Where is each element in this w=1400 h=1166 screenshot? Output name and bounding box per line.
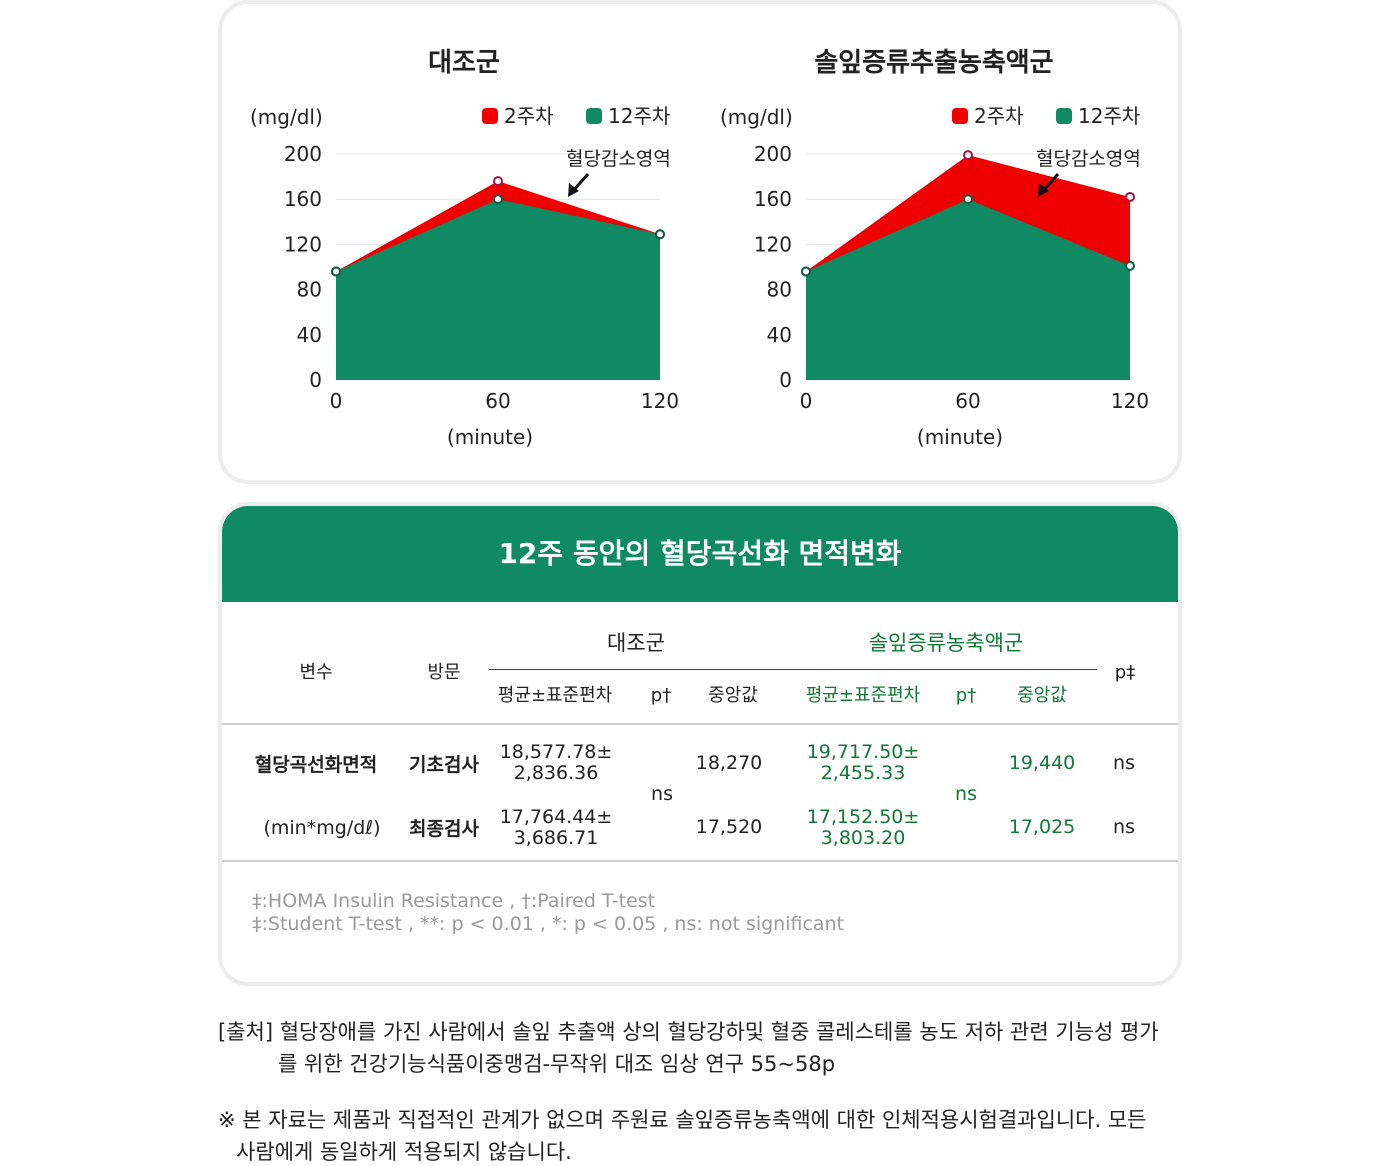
group-divider [489, 669, 1097, 670]
source-line-1: [출처] 혈당장애를 가진 사람에서 솔잎 추출액 상의 혈당강하및 혈중 콜레… [218, 1020, 1159, 1044]
row-visit-final: 최종검사 [409, 818, 479, 840]
annotation-label-0: 혈당감소영역 [566, 148, 671, 170]
y-tick-label-0-40: 40 [297, 323, 322, 347]
point-week12-1-0 [801, 266, 811, 277]
x-unit-label-1: (minute) [917, 425, 1003, 449]
header-treat-mean: 평균±표준편차 [805, 685, 921, 706]
header-control-mean: 평균±표준편차 [497, 685, 613, 706]
point-week12-0-0 [331, 266, 341, 277]
header-variable: 변수 [299, 662, 333, 683]
x-unit-label-0: (minute) [447, 425, 533, 449]
header-visit: 방문 [427, 662, 461, 683]
row-final-treat-median: 17,025 [1008, 816, 1076, 838]
row-baseline-treat-sd: 2,455.33 [820, 762, 906, 784]
point-week12-0-1 [493, 194, 503, 205]
row-baseline-p: ns [1113, 752, 1135, 774]
header-treat-p: p† [955, 685, 977, 706]
y-tick-label-0-0: 0 [309, 368, 322, 392]
header-control-p: p† [650, 685, 672, 706]
point-week2-0-1 [493, 176, 503, 187]
y-tick-label-1-40: 40 [767, 323, 792, 347]
legend-label-1-0: 2주차 [974, 104, 1024, 128]
chart-title-0: 대조군 [428, 48, 500, 78]
variable-unit: (min*mg/dℓ) [263, 817, 381, 839]
disclaimer-line-1: ※ 본 자료는 제품과 직접적인 관계가 없으며 주원료 솔잎증류농축액에 대한… [218, 1108, 1147, 1132]
point-week2-1-2 [1125, 191, 1135, 202]
y-unit-label-0: (mg/dl) [250, 105, 323, 129]
control-p-value: ns [651, 783, 673, 805]
variable-name: 혈당곡선화면적 [254, 754, 378, 776]
row-final-treat-mean: 17,152.50± [806, 806, 920, 828]
row-visit-baseline: 기초검사 [409, 754, 479, 776]
header-treatment-group: 솔잎증류농축액군 [868, 631, 1024, 655]
header-control-median: 중앙값 [708, 685, 758, 706]
y-tick-label-0-80: 80 [297, 278, 322, 302]
y-tick-label-1-160: 160 [754, 187, 792, 211]
row-final-control-sd: 3,686.71 [513, 827, 599, 849]
treat-p-value: ns [955, 783, 977, 805]
x-tick-label-0-120: 120 [641, 389, 679, 413]
footnote-1: ‡:HOMA Insulin Resistance , †:Paired T-t… [252, 890, 656, 912]
header-control-group: 대조군 [607, 631, 665, 655]
point-week2-1-1 [963, 150, 973, 161]
area-week12-0 [336, 199, 660, 380]
header-p-between: p‡ [1114, 662, 1136, 683]
legend-swatch-1-1 [1056, 108, 1072, 124]
legend-label-1-1: 12주차 [1078, 104, 1140, 128]
legend-swatch-0-1 [586, 108, 602, 124]
row-baseline-control-median: 18,270 [695, 752, 763, 774]
legend-label-0-1: 12주차 [608, 104, 670, 128]
table-title: 12주 동안의 혈당곡선화 면적변화 [222, 506, 1178, 602]
area-week12-1 [806, 199, 1130, 380]
y-tick-label-0-160: 160 [284, 187, 322, 211]
point-week12-0-2 [655, 229, 665, 240]
row-final-control-mean: 17,764.44± [499, 806, 613, 828]
x-tick-label-1-60: 60 [955, 389, 980, 413]
row-final-treat-sd: 3,803.20 [820, 827, 906, 849]
chart-card: 대조군 (mg/dl) 0 40 80 120 160 200 0 60 120 (minute) 2주… [218, 0, 1182, 484]
legend-swatch-0-0 [482, 108, 498, 124]
y-tick-label-1-200: 200 [754, 142, 792, 166]
body-divider [222, 860, 1178, 862]
annotation-arrowhead-1 [1038, 183, 1049, 197]
x-tick-label-1-120: 120 [1111, 389, 1149, 413]
charts-svg: 대조군 (mg/dl) 0 40 80 120 160 200 0 60 120 (minute) 2주… [250, 48, 1149, 449]
chart-title-1: 솔잎증류추출농축액군 [814, 48, 1053, 78]
x-tick-label-0-60: 60 [485, 389, 510, 413]
row-baseline-treat-median: 19,440 [1008, 752, 1076, 774]
row-final-control-median: 17,520 [695, 816, 763, 838]
point-week12-1-1 [963, 194, 973, 205]
y-tick-label-1-0: 0 [779, 368, 792, 392]
row-baseline-control-mean: 18,577.78± [499, 741, 613, 763]
row-baseline-control-sd: 2,836.36 [513, 762, 599, 784]
annotation-arrowhead-0 [568, 183, 579, 197]
row-final-p: ns [1113, 816, 1135, 838]
table-card: 12주 동안의 혈당곡선화 면적변화 변수 방문 대조군 솔잎증류농축액군 p‡… [218, 502, 1182, 986]
header-divider [222, 723, 1178, 725]
annotation-label-1: 혈당감소영역 [1036, 148, 1141, 170]
y-tick-label-0-200: 200 [284, 142, 322, 166]
x-tick-label-1-0: 0 [800, 389, 813, 413]
legend-swatch-1-0 [952, 108, 968, 124]
x-tick-label-0-0: 0 [330, 389, 343, 413]
row-baseline-treat-mean: 19,717.50± [806, 741, 920, 763]
y-tick-label-1-80: 80 [767, 278, 792, 302]
y-tick-label-0-120: 120 [284, 232, 322, 256]
y-unit-label-1: (mg/dl) [720, 105, 793, 129]
point-week12-1-2 [1125, 260, 1135, 271]
y-tick-label-1-120: 120 [754, 232, 792, 256]
disclaimer-line-2: 사람에게 동일하게 적용되지 않습니다. [236, 1140, 572, 1164]
source-line-2: 를 위한 건강기능식품이중맹검-무작위 대조 임상 연구 55~58p [278, 1052, 836, 1076]
legend-label-0-0: 2주차 [504, 104, 554, 128]
footnote-2: ‡:Student T-test , **: p < 0.01 , *: p <… [252, 913, 845, 935]
header-treat-median: 중앙값 [1017, 685, 1067, 706]
